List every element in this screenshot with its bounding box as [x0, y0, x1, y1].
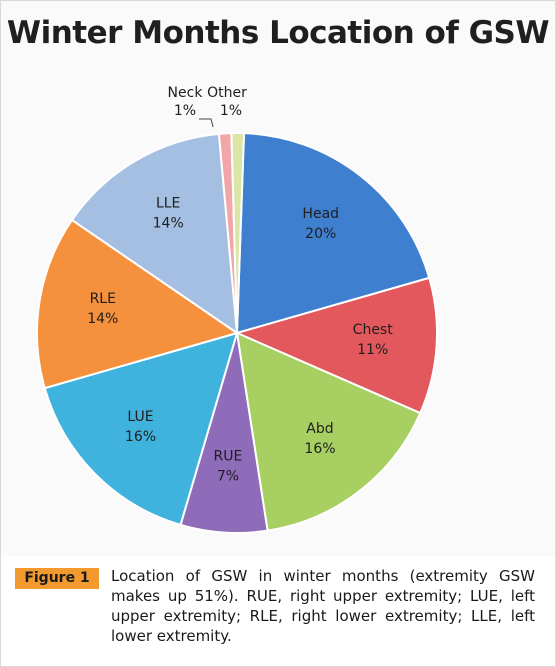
- pie-chart: Head 20% Chest 11% Abd 16% RUE 7% LUE 16% RLE 14% LL…: [36, 85, 438, 534]
- slice-label-lue: LUE: [127, 409, 153, 425]
- slice-label-chest: Chest: [353, 322, 394, 338]
- caption-text: Location of GSW in winter months (extrem…: [111, 567, 535, 645]
- chart-title: Winter Months Location of GSW: [6, 15, 550, 51]
- slice-value-head: 20%: [305, 226, 336, 242]
- slice-label-head: Head: [302, 206, 339, 222]
- slice-value-lue: 16%: [125, 429, 156, 445]
- leader-line-neck: [199, 118, 214, 128]
- pie-slice-head: [235, 132, 431, 335]
- figure-tag: Figure 1: [15, 568, 99, 589]
- slice-label-other: Other: [207, 85, 247, 101]
- slice-value-neck: 1%: [174, 103, 196, 119]
- slice-value-chest: 11%: [357, 342, 388, 358]
- chart-panel: Head 20% Chest 11% Abd 16% RUE 7% LUE 16% RLE 14% LL…: [1, 1, 555, 556]
- slice-label-rle: RLE: [90, 291, 116, 307]
- slice-label-rue: RUE: [214, 449, 243, 465]
- pie-slice-rle: [36, 218, 240, 390]
- slice-label-neck: Neck: [168, 85, 204, 101]
- slice-value-lle: 14%: [153, 216, 184, 232]
- pie-slice-lle: [70, 132, 239, 336]
- pie-slice-lue: [43, 331, 239, 527]
- slice-value-rle: 14%: [87, 311, 118, 327]
- slice-value-abd: 16%: [304, 441, 335, 457]
- pie-slice-abd: [235, 331, 422, 532]
- slice-value-other: 1%: [220, 103, 242, 119]
- pie-slice-chest: [234, 276, 438, 415]
- slice-label-lle: LLE: [156, 196, 180, 212]
- pie-slice-other: [230, 132, 246, 334]
- slice-label-abd: Abd: [306, 421, 333, 437]
- slice-value-rue: 7%: [217, 469, 239, 485]
